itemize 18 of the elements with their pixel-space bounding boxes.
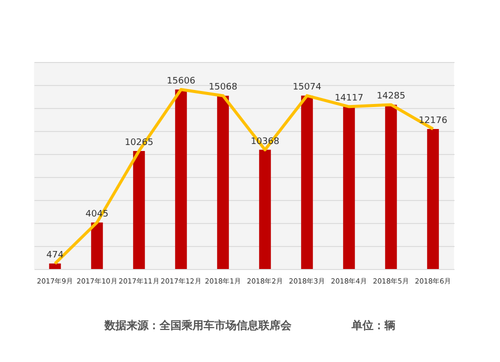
bar (301, 96, 313, 269)
data-label: 15068 (208, 82, 238, 93)
data-label: 12176 (418, 116, 448, 126)
source-note: 数据来源：全国乘用车市场信息联席会 (104, 319, 292, 332)
bar (385, 104, 397, 269)
data-label: 15074 (292, 82, 322, 93)
data-label: 14117 (334, 94, 364, 104)
bar (343, 106, 355, 269)
bar (91, 222, 103, 269)
bar (217, 96, 229, 269)
text: 单位：辆 (352, 319, 396, 332)
bar (259, 150, 271, 269)
bar (133, 150, 145, 269)
bar (427, 128, 439, 269)
data-label: 15606 (166, 76, 196, 87)
data-label: 14285 (376, 92, 406, 102)
bar (49, 264, 61, 269)
bar (175, 90, 187, 269)
